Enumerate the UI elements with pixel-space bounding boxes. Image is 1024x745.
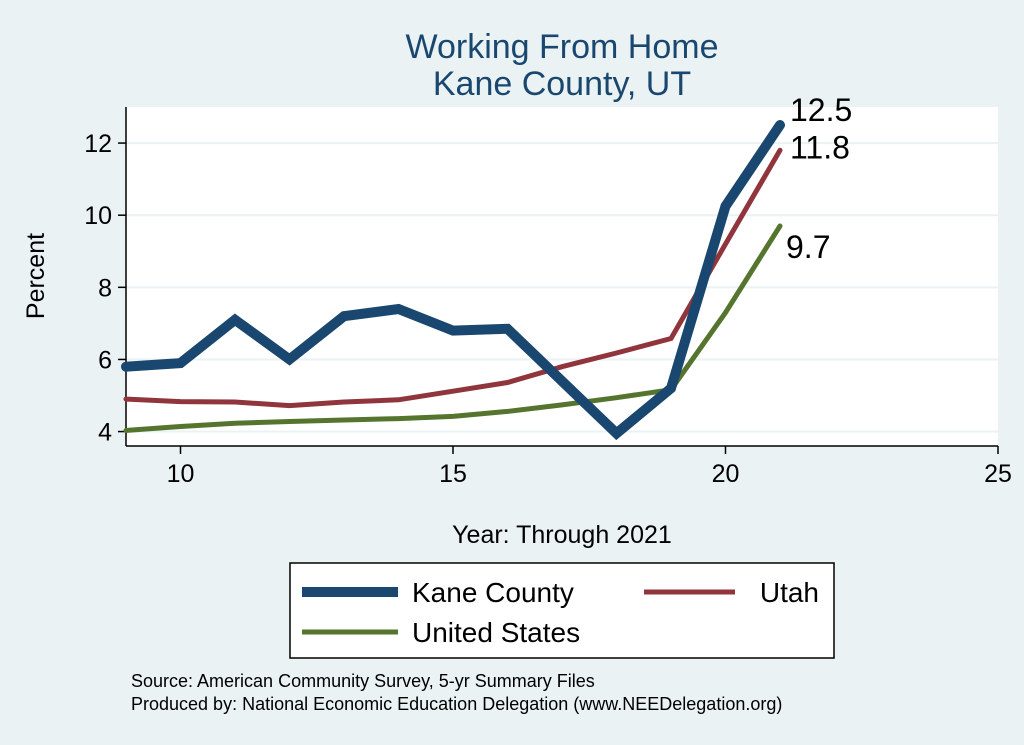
chart-title: Working From Home bbox=[406, 28, 719, 66]
axes: 4 6 8 10 12 10 15 20 25 bbox=[84, 107, 1012, 488]
x-tick-label: 25 bbox=[984, 460, 1012, 488]
y-tick-label: 8 bbox=[98, 274, 112, 302]
y-tick-label: 12 bbox=[84, 130, 112, 158]
legend-label-kane-county: Kane County bbox=[412, 577, 574, 608]
y-axis-title: Percent bbox=[22, 233, 50, 319]
x-tick-label: 20 bbox=[712, 460, 740, 488]
series-line-utah bbox=[123, 147, 783, 409]
legend-label-utah: Utah bbox=[760, 577, 819, 608]
end-label-united-states: 9.7 bbox=[786, 229, 830, 265]
grid-lines bbox=[126, 142, 998, 433]
series-line-kane-county bbox=[121, 120, 785, 441]
series-lines bbox=[121, 120, 785, 441]
plot-area bbox=[126, 107, 998, 446]
x-axis-title: Year: Through 2021 bbox=[452, 521, 672, 549]
y-tick-label: 4 bbox=[98, 419, 112, 447]
x-tick-label: 15 bbox=[439, 460, 467, 488]
source-note: Source: American Community Survey, 5-yr … bbox=[131, 671, 595, 691]
legend-label-united-states: United States bbox=[412, 617, 580, 648]
end-label-kane-county: 12.5 bbox=[790, 92, 852, 128]
y-tick-label: 10 bbox=[84, 202, 112, 230]
produced-by-note: Produced by: National Economic Education… bbox=[131, 694, 782, 714]
end-label-utah: 11.8 bbox=[790, 129, 850, 165]
end-labels: 12.511.8 9.7 bbox=[786, 92, 852, 265]
x-tick-label: 10 bbox=[167, 460, 195, 488]
legend-box bbox=[289, 562, 835, 659]
chart-subtitle: Kane County, UT bbox=[433, 65, 691, 103]
y-tick-label: 6 bbox=[98, 346, 112, 374]
legend: Kane County Utah United States bbox=[289, 562, 835, 659]
